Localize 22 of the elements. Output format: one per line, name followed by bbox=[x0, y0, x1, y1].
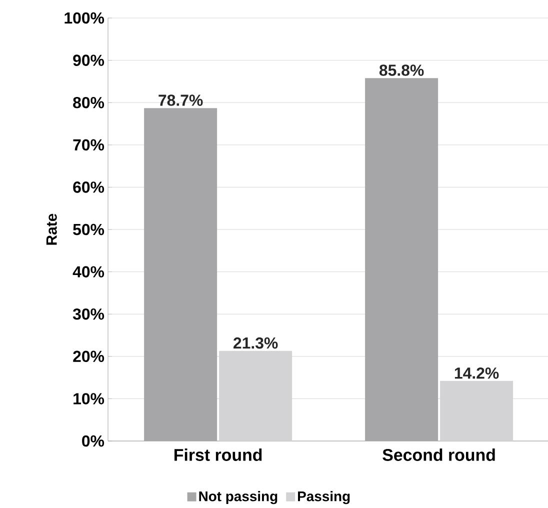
data-label: 21.3% bbox=[234, 337, 278, 349]
y-tick-label: 30% bbox=[72, 308, 104, 320]
bar bbox=[365, 78, 438, 441]
y-tick-label: 90% bbox=[73, 54, 104, 66]
y-tick-label: 40% bbox=[72, 266, 104, 278]
data-label: 85.8% bbox=[379, 64, 424, 76]
y-tick-label: 10% bbox=[74, 393, 104, 404]
x-tick-label: Second round bbox=[382, 448, 495, 461]
y-axis-title: Rate bbox=[46, 214, 57, 245]
x-tick-label: First round bbox=[174, 448, 262, 461]
bar bbox=[144, 108, 218, 441]
y-tick-label: 100% bbox=[64, 12, 104, 24]
legend-label: Not passing bbox=[199, 491, 278, 504]
y-tick-label: 50% bbox=[73, 224, 104, 236]
y-tick-label: 20% bbox=[73, 350, 104, 362]
y-tick-label: 70% bbox=[73, 139, 104, 151]
y-tick-label: 80% bbox=[73, 96, 104, 108]
y-tick-label: 60% bbox=[73, 182, 104, 193]
y-tick-label: 0% bbox=[82, 435, 104, 447]
data-label: 78.7% bbox=[158, 94, 203, 106]
data-label: 14.2% bbox=[454, 367, 499, 379]
legend-label: Passing bbox=[298, 491, 350, 504]
